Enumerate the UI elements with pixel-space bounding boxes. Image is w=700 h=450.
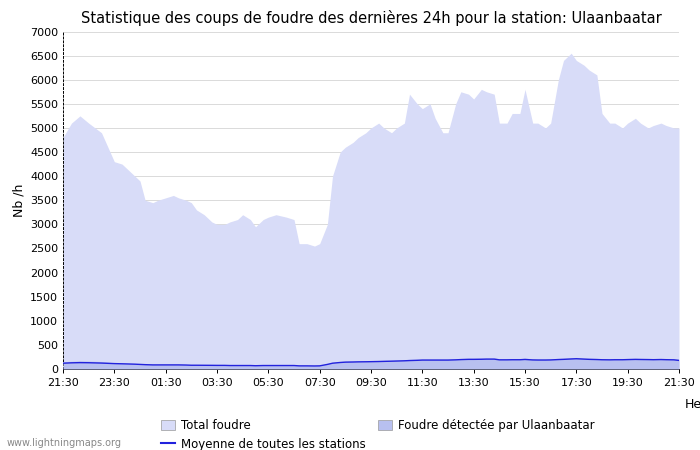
Legend: Total foudre, Moyenne de toutes les stations, Foudre détectée par Ulaanbaatar: Total foudre, Moyenne de toutes les stat… xyxy=(161,419,594,450)
Title: Statistique des coups de foudre des dernières 24h pour la station: Ulaanbaatar: Statistique des coups de foudre des dern… xyxy=(80,10,662,26)
Text: www.lightningmaps.org: www.lightningmaps.org xyxy=(7,438,122,448)
Text: Heure: Heure xyxy=(685,398,700,411)
Y-axis label: Nb /h: Nb /h xyxy=(13,184,26,217)
